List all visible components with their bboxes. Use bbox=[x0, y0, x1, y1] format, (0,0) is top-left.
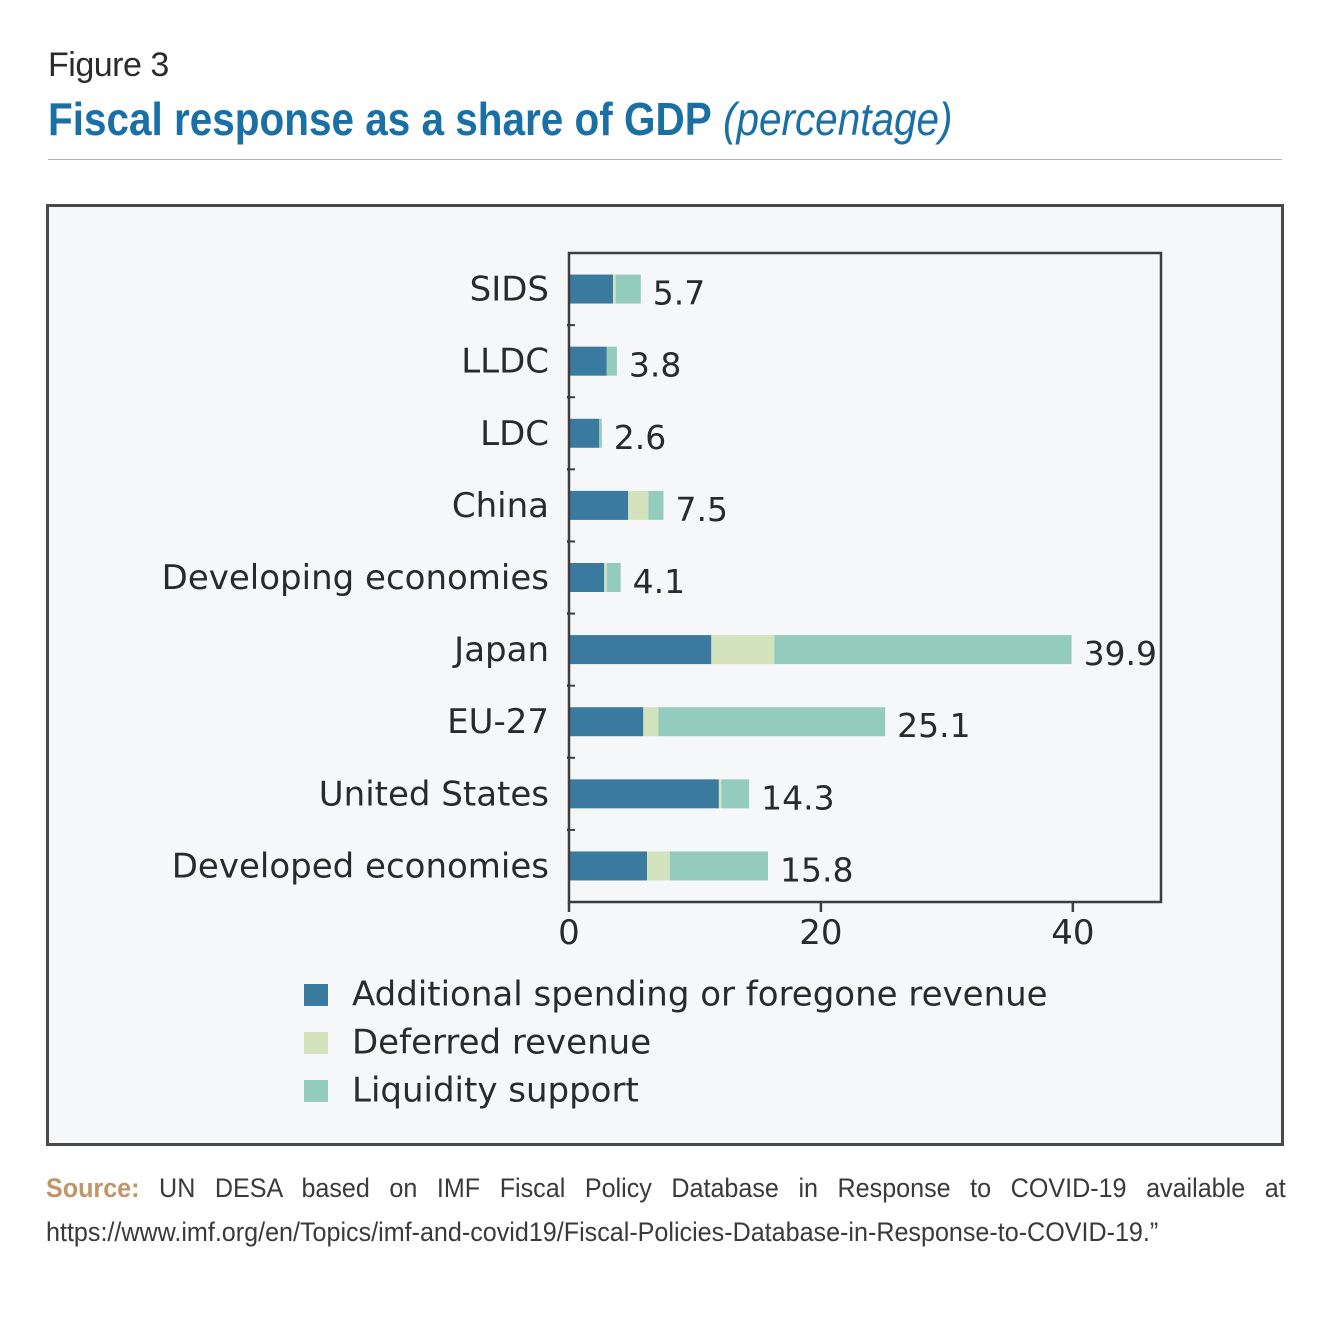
legend-swatch bbox=[304, 1032, 328, 1054]
x-tick-label: 20 bbox=[799, 913, 842, 953]
total-label: 25.1 bbox=[897, 706, 970, 745]
bar-segment bbox=[613, 274, 616, 304]
bar-segment bbox=[774, 635, 1072, 665]
chart-panel bbox=[46, 204, 1284, 1146]
total-label: 39.9 bbox=[1084, 634, 1157, 673]
x-tick-label: 40 bbox=[1051, 913, 1094, 953]
legend-swatch bbox=[304, 984, 328, 1006]
bar-segment bbox=[606, 563, 621, 592]
legend-label: Deferred revenue bbox=[352, 1023, 651, 1063]
bar-chart: 5.7 3.8 2.67.5 4.1 39.9 25.1 14.3 15.8 SIDS LLDC… bbox=[162, 251, 1163, 1111]
source-label: Source: bbox=[46, 1173, 140, 1203]
category-label: SIDS bbox=[470, 270, 549, 310]
bar-segment bbox=[569, 707, 644, 737]
bar-segment bbox=[569, 346, 607, 376]
category-label: Developing economies bbox=[162, 558, 549, 598]
bar-segment bbox=[711, 635, 775, 665]
bar-segment bbox=[569, 274, 614, 304]
bar-segment bbox=[569, 851, 648, 881]
axis-layer: SIDS LLDC LDC China Developing economies Japa… bbox=[162, 251, 1163, 953]
source-note: Source: UN DESA based on IMF Fiscal Poli… bbox=[46, 1166, 1286, 1254]
total-label: 2.6 bbox=[614, 418, 666, 457]
bar-segment bbox=[604, 563, 607, 592]
bar-segment bbox=[718, 779, 722, 809]
x-tick-label: 0 bbox=[558, 913, 580, 953]
source-text: UN DESA based on IMF Fiscal Policy Datab… bbox=[46, 1173, 1286, 1247]
total-label: 3.8 bbox=[629, 346, 681, 385]
figure-title: Fiscal response as a share of GDP (perce… bbox=[48, 92, 952, 146]
legend-layer: Additional spending or foregone revenue D… bbox=[304, 975, 1048, 1111]
bar-segment bbox=[615, 274, 641, 304]
category-label: United States bbox=[319, 774, 549, 814]
bars-layer: 5.7 3.8 2.67.5 4.1 39.9 25.1 14.3 15.8 bbox=[569, 274, 1157, 889]
bar-segment bbox=[643, 707, 659, 737]
total-label: 4.1 bbox=[633, 562, 685, 601]
category-label: EU-27 bbox=[447, 702, 549, 742]
legend-label: Liquidity support bbox=[352, 1071, 639, 1111]
plot-frame bbox=[567, 251, 1163, 904]
total-label: 5.7 bbox=[653, 274, 705, 313]
bar-segment bbox=[569, 635, 712, 665]
category-label: LLDC bbox=[461, 342, 549, 382]
bar-segment bbox=[669, 851, 769, 881]
bar-segment bbox=[606, 346, 617, 376]
total-label: 7.5 bbox=[675, 490, 727, 529]
category-label: China bbox=[452, 486, 549, 526]
figure-label: Figure 3 bbox=[48, 46, 169, 84]
total-label: 15.8 bbox=[780, 850, 853, 889]
total-label: 14.3 bbox=[761, 778, 834, 817]
bar-segment bbox=[569, 418, 600, 448]
title-divider bbox=[48, 159, 1282, 160]
title-unit: (percentage) bbox=[722, 93, 953, 145]
bar-segment bbox=[628, 490, 649, 520]
bar-segment bbox=[648, 490, 664, 520]
bar-segment bbox=[569, 563, 605, 592]
legend-label: Additional spending or foregone revenue bbox=[352, 975, 1048, 1015]
bar-segment bbox=[721, 779, 750, 809]
legend-swatch bbox=[304, 1080, 328, 1102]
bar-segment bbox=[569, 779, 719, 809]
category-label: LDC bbox=[480, 414, 549, 454]
bar-segment bbox=[658, 707, 886, 737]
category-label: Developed economies bbox=[172, 846, 549, 886]
bar-segment bbox=[569, 490, 629, 520]
title-main: Fiscal response as a share of GDP bbox=[48, 93, 712, 145]
category-label: Japan bbox=[452, 630, 549, 670]
bar-segment bbox=[647, 851, 670, 881]
bar-segment bbox=[599, 418, 602, 448]
